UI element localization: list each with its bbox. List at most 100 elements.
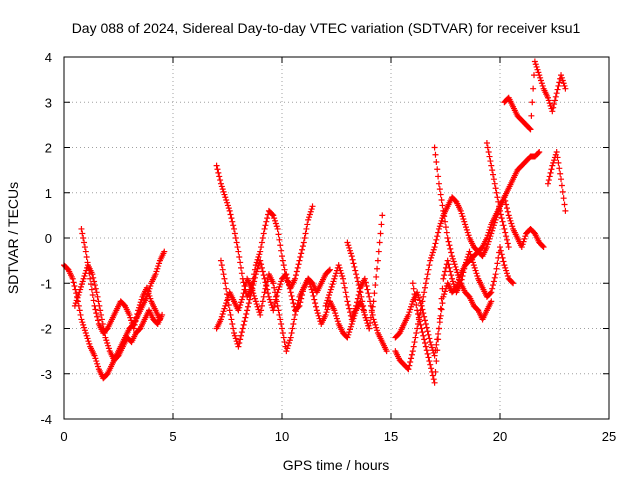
data-point: [438, 295, 445, 302]
data-point: [442, 218, 449, 225]
data-point: [468, 254, 475, 261]
data-point: [285, 278, 292, 285]
data-point: [84, 259, 91, 266]
data-point: [276, 311, 283, 318]
data-point: [286, 285, 293, 292]
data-point: [253, 268, 260, 275]
data-point: [560, 80, 567, 87]
chart-title: Day 088 of 2024, Sidereal Day-to-day VTE…: [72, 20, 581, 36]
data-point: [438, 196, 445, 203]
data-point: [556, 79, 563, 86]
data-point: [79, 278, 86, 285]
data-point: [221, 305, 228, 312]
data-point: [425, 266, 432, 273]
data-point: [153, 268, 160, 275]
data-point: [217, 257, 224, 264]
data-point: [218, 262, 225, 269]
data-point: [510, 280, 517, 287]
data-point: [274, 225, 281, 232]
data-point: [244, 307, 251, 314]
data-point: [367, 314, 374, 321]
data-point: [233, 239, 240, 246]
data-point: [484, 232, 491, 239]
data-point: [91, 278, 98, 285]
data-point: [428, 252, 435, 259]
data-point: [433, 341, 440, 348]
data-point: [297, 254, 304, 261]
data-point: [331, 307, 338, 314]
data-point: [340, 280, 347, 287]
data-point: [460, 269, 467, 276]
data-point: [272, 300, 279, 307]
data-point: [562, 85, 569, 92]
data-point: [448, 249, 455, 256]
data-points: [61, 58, 569, 386]
data-point: [418, 325, 425, 332]
data-point: [506, 215, 513, 222]
data-point: [288, 292, 295, 299]
data-point: [500, 222, 507, 229]
data-point: [223, 196, 230, 203]
data-point: [466, 248, 473, 255]
data-point: [499, 218, 506, 225]
data-point: [435, 173, 442, 180]
data-point: [98, 316, 105, 323]
data-point: [485, 229, 492, 236]
data-point: [104, 339, 111, 346]
data-point: [232, 235, 239, 241]
data-point: [220, 188, 227, 195]
data-point: [494, 260, 501, 267]
data-point: [347, 326, 354, 333]
data-point: [152, 271, 159, 278]
data-point: [262, 222, 269, 229]
data-point: [279, 257, 286, 264]
data-point: [95, 298, 102, 305]
data-point: [348, 253, 355, 260]
data-point: [438, 217, 445, 224]
data-point: [257, 257, 264, 264]
data-point: [103, 337, 110, 344]
data-point: [415, 294, 422, 301]
data-point: [222, 280, 229, 287]
data-point: [237, 336, 244, 343]
data-point: [486, 153, 493, 160]
data-point: [410, 343, 417, 350]
data-point: [446, 264, 453, 271]
data-point: [305, 275, 312, 282]
data-point: [92, 306, 99, 313]
data-point: [452, 263, 459, 270]
data-point: [455, 272, 462, 279]
data-point: [135, 307, 142, 314]
data-point: [428, 344, 435, 351]
data-point: [371, 290, 378, 297]
data-point: [463, 256, 470, 263]
series-sat-m: [483, 139, 512, 251]
data-point: [437, 191, 444, 198]
data-point: [434, 166, 441, 173]
data-point: [259, 268, 266, 275]
data-point: [500, 258, 507, 265]
data-point: [347, 250, 354, 257]
data-point: [340, 275, 347, 282]
data-point: [413, 301, 420, 308]
data-point: [462, 224, 469, 231]
y-tick-label: 1: [45, 186, 52, 201]
data-point: [363, 317, 370, 324]
data-point: [304, 221, 311, 228]
data-point: [74, 294, 81, 301]
data-point: [253, 259, 260, 266]
data-point: [237, 301, 244, 308]
data-point: [285, 342, 292, 349]
data-point: [259, 235, 266, 241]
data-point: [260, 230, 267, 237]
data-point: [138, 296, 145, 303]
data-point: [502, 229, 509, 236]
data-point: [298, 250, 305, 257]
data-point: [239, 325, 246, 332]
data-point: [370, 298, 377, 305]
data-point: [72, 300, 79, 307]
data-point: [551, 101, 558, 108]
data-point: [334, 318, 341, 325]
data-point: [253, 301, 260, 308]
data-point: [411, 339, 418, 346]
